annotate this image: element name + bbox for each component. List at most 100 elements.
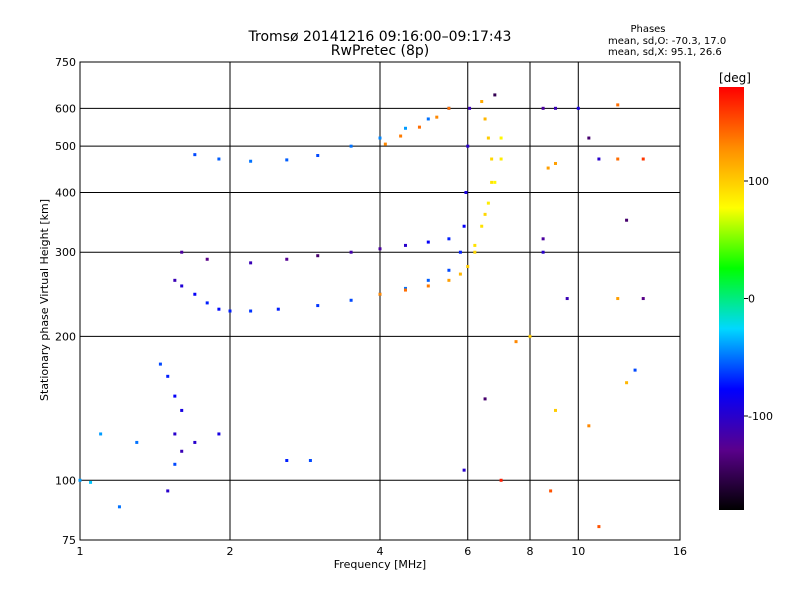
data-point	[541, 237, 545, 241]
data-points	[78, 93, 645, 529]
data-point	[553, 106, 557, 110]
data-point	[541, 106, 545, 110]
data-point	[249, 309, 253, 313]
data-point	[490, 180, 494, 184]
data-point	[464, 190, 468, 194]
data-point	[641, 297, 645, 301]
data-point	[493, 180, 497, 184]
y-axis-label: Stationary phase Virtual Height [km]	[38, 199, 51, 401]
data-point	[180, 284, 184, 288]
y-tick-label: 400	[55, 186, 76, 199]
data-point	[473, 250, 477, 254]
data-point	[217, 432, 221, 436]
data-point	[458, 272, 462, 276]
data-point	[553, 161, 557, 165]
data-point	[180, 408, 184, 412]
data-point	[597, 157, 601, 161]
data-point	[447, 278, 451, 282]
data-point	[616, 157, 620, 161]
y-tick-labels: 75 100 200 300 400 500 600 750	[55, 56, 76, 547]
data-point	[285, 257, 289, 261]
data-point	[173, 462, 177, 466]
x-tick-label: 1	[77, 545, 84, 558]
data-point	[426, 240, 430, 244]
grid-lines	[80, 62, 680, 540]
data-point	[349, 250, 353, 254]
data-point	[435, 115, 439, 119]
data-point	[426, 117, 430, 121]
colorbar	[719, 87, 744, 510]
colorbar-label: [deg]	[719, 71, 751, 85]
data-point	[180, 250, 184, 254]
data-point	[480, 100, 484, 104]
phases-title: Phases	[630, 24, 665, 35]
data-point	[499, 157, 503, 161]
data-point	[541, 250, 545, 254]
data-point	[462, 468, 466, 472]
data-point	[466, 265, 470, 269]
data-point	[447, 106, 451, 110]
y-tick-label: 200	[55, 330, 76, 343]
y-tick-label: 300	[55, 246, 76, 259]
data-point	[89, 480, 93, 484]
data-point	[180, 449, 184, 453]
data-point	[499, 136, 503, 140]
colorbar-tick-label: 100	[748, 175, 769, 188]
data-point	[546, 166, 550, 170]
data-point	[468, 106, 472, 110]
data-point	[499, 478, 503, 482]
data-point	[173, 278, 177, 282]
y-tick-label: 75	[62, 534, 76, 547]
data-point	[378, 292, 382, 296]
data-point	[587, 136, 591, 140]
data-point	[135, 440, 139, 444]
x-tick-label: 16	[673, 545, 687, 558]
data-point	[458, 250, 462, 254]
data-point	[193, 153, 197, 157]
data-point	[193, 440, 197, 444]
data-point	[447, 268, 451, 272]
data-point	[417, 125, 421, 129]
data-point	[249, 159, 253, 163]
x-tick-label: 6	[464, 545, 471, 558]
data-point	[447, 237, 451, 241]
colorbar-ticks: 100 0 -100	[744, 175, 773, 423]
data-point	[158, 362, 162, 366]
data-point	[462, 224, 466, 228]
data-point	[483, 212, 487, 216]
data-point	[426, 284, 430, 288]
data-point	[597, 525, 601, 529]
x-axis-label: Frequency [MHz]	[334, 558, 426, 571]
data-point	[399, 134, 403, 138]
data-point	[528, 334, 532, 338]
data-point	[378, 247, 382, 251]
data-point	[641, 157, 645, 161]
data-point	[486, 136, 490, 140]
data-point	[473, 243, 477, 247]
colorbar-tick-label: 0	[748, 293, 755, 306]
chart-title: Tromsø 20141216 09:16:00–09:17:43	[248, 29, 512, 45]
data-point	[565, 297, 569, 301]
data-point	[490, 157, 494, 161]
phases-x-stats: mean, sd,X: 95.1, 26.6	[608, 47, 722, 58]
data-point	[349, 144, 353, 148]
data-point	[99, 432, 103, 436]
data-point	[426, 278, 430, 282]
data-point	[205, 257, 209, 261]
data-point	[285, 158, 289, 162]
data-point	[403, 288, 407, 292]
data-point	[549, 489, 553, 493]
data-point	[166, 489, 170, 493]
data-point	[587, 424, 591, 428]
data-point	[228, 309, 232, 313]
x-tick-label: 2	[227, 545, 234, 558]
data-point	[466, 144, 470, 148]
data-point	[308, 458, 312, 462]
x-tick-label: 10	[571, 545, 585, 558]
data-point	[173, 432, 177, 436]
data-point	[117, 505, 121, 509]
data-point	[514, 340, 518, 344]
data-point	[576, 106, 580, 110]
data-point	[378, 136, 382, 140]
